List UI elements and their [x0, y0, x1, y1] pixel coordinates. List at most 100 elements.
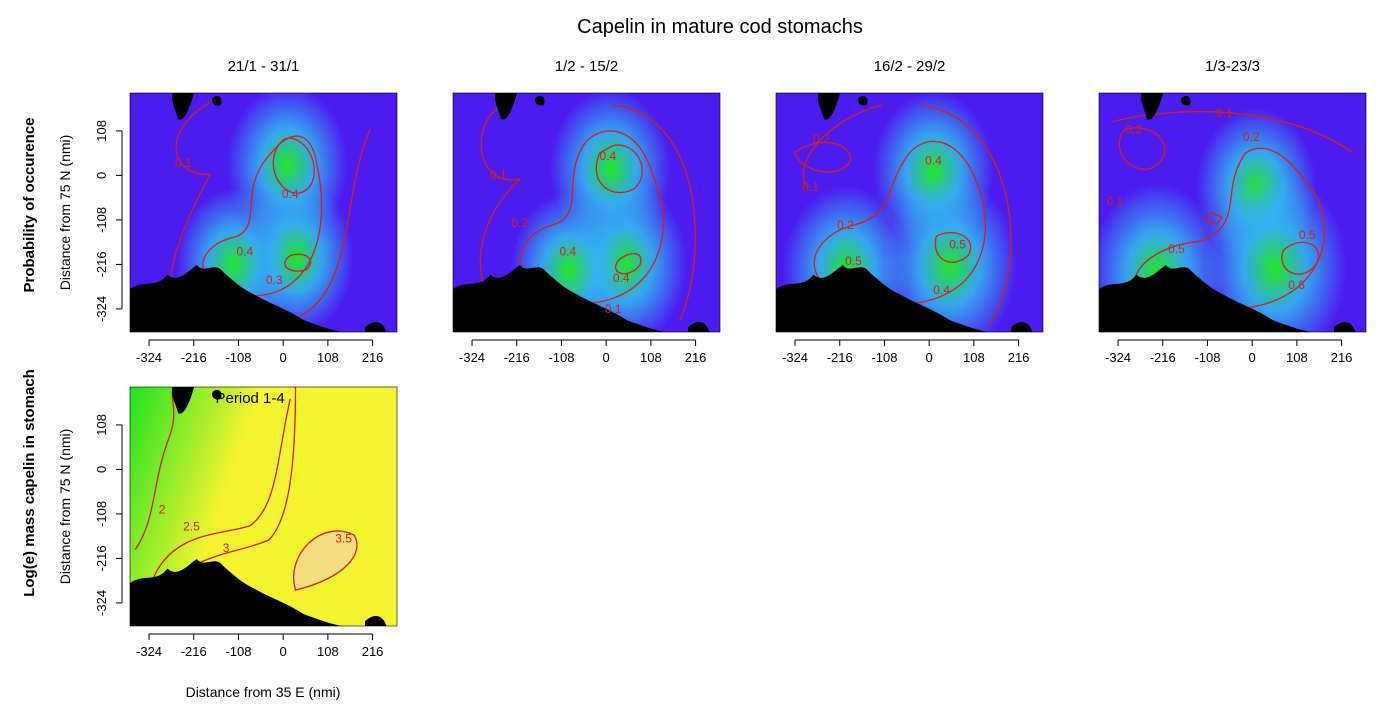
contour-line: [1204, 211, 1223, 226]
land-mass: [1099, 265, 1313, 332]
contour-line: [595, 144, 643, 194]
x-tick-label: -216: [827, 350, 853, 365]
contour-label: 0.2: [837, 218, 854, 232]
x-tick-label: 216: [1331, 350, 1353, 365]
contour-label: 2.5: [183, 519, 200, 533]
x-tick-label: 216: [362, 644, 384, 659]
contour-line: [802, 104, 883, 189]
panel-title: 1/3-23/3: [1205, 58, 1260, 75]
contour-label: 0.1: [802, 180, 819, 194]
contour-label: 0.2: [1243, 130, 1260, 144]
x-tick-label: 216: [362, 350, 384, 365]
contour-label: 0.2: [813, 132, 830, 146]
contour-label: 0.2: [1125, 123, 1142, 137]
x-tick-label: 0: [603, 350, 610, 365]
contour-line: [922, 104, 1012, 326]
land-mass: [535, 95, 545, 106]
land-mass: [776, 265, 990, 332]
land-mass: [1334, 322, 1356, 332]
x-tick-label: 0: [280, 350, 287, 365]
y-axis-label: Distance from 75 N (nmi): [57, 135, 73, 291]
land-mass: [365, 616, 387, 626]
panel-title: 21/1 - 31/1: [228, 58, 300, 75]
heat-hotspot: [1203, 172, 1347, 332]
land-mass: [130, 559, 344, 626]
x-tick-label: -324: [136, 350, 162, 365]
contour-line: [479, 104, 522, 309]
contour-label: 0.4: [600, 149, 617, 163]
y-tick-label: -216: [94, 545, 109, 571]
x-tick-label: 108: [640, 350, 662, 365]
contour-line: [793, 141, 852, 173]
land-mass: [1140, 93, 1164, 120]
land-mass: [1011, 322, 1033, 332]
x-tick-label: -324: [459, 350, 485, 365]
contour-line: [150, 398, 291, 584]
contour-line: [276, 128, 371, 326]
land-mass: [688, 322, 710, 332]
contour-label: 0.4: [925, 154, 942, 168]
x-tick-label: 0: [926, 350, 933, 365]
y-tick-label: 108: [94, 120, 109, 142]
x-tick-label: 216: [1008, 350, 1030, 365]
contour-label: 0.1: [1107, 194, 1124, 208]
x-tick-label: -216: [504, 350, 530, 365]
contour-line: [934, 232, 972, 263]
land-mass: [453, 265, 667, 332]
heat-hotspot: [882, 176, 1017, 332]
land-mass: [1181, 95, 1191, 106]
row-label-probability: Probability of occurence: [21, 117, 38, 292]
panel-frame: [1098, 92, 1367, 333]
contour-label: 3: [223, 541, 230, 555]
contour-label: 0.1: [175, 156, 192, 170]
y-tick-label: 0: [94, 466, 109, 473]
y-tick-label: 0: [94, 172, 109, 179]
x-tick-label: 216: [685, 350, 707, 365]
land-mass: [212, 389, 222, 400]
contour-line: [613, 104, 696, 321]
x-tick-label: -216: [181, 644, 207, 659]
panel-2: 0.1 0.2 0.4 0.4 0.4 0.1 1/2 - 15/2 -324 -216 -108…: [452, 58, 721, 365]
panel-field: [1099, 93, 1366, 332]
x-tick-label: 108: [1286, 350, 1308, 365]
contour-label: 0.6: [1288, 278, 1305, 292]
panel-field: [130, 93, 397, 332]
panel-3: 0.2 0.1 0.4 0.2 0.5 0.5 0.4 16/2 - 29/2 -324 -216…: [775, 58, 1044, 365]
land-mass: [172, 387, 195, 414]
x-tick-label: -324: [1105, 350, 1131, 365]
x-tick-label: 0: [280, 644, 287, 659]
panel-5: 2 2.5 3 3.5 Period 1-4 -324 -216 -108 0 108 216 108…: [57, 386, 398, 659]
y-axis-label: Distance from 75 N (nmi): [57, 429, 73, 585]
panel-field: [130, 387, 397, 626]
contour-label: 0.1: [490, 168, 507, 182]
x-tick-label: -324: [136, 644, 162, 659]
x-tick-label: -108: [225, 350, 251, 365]
figure-title: Capelin in mature cod stomachs: [577, 16, 863, 38]
y-tick-label: -324: [94, 590, 109, 616]
panel-frame: [129, 386, 398, 627]
y-tick-label: -108: [94, 207, 109, 233]
x-tick-label: 0: [1249, 350, 1256, 365]
y-tick-label: -216: [94, 251, 109, 277]
x-tick-label: -216: [1150, 350, 1176, 365]
contour-label: 0.4: [933, 283, 950, 297]
contour-label: 0.1: [1216, 106, 1233, 120]
contour-label: 0.5: [845, 254, 862, 268]
x-tick-label: 108: [317, 350, 339, 365]
x-tick-label: -216: [181, 350, 207, 365]
contour-label: 0.5: [1168, 242, 1185, 256]
y-tick-label: -108: [94, 501, 109, 527]
x-tick-label: -108: [1194, 350, 1220, 365]
panel-4: 0.1 0.2 0.2 0.1 0.5 0.5 0.6 1/3-23/3 -324 -216 -10…: [1098, 58, 1367, 365]
panel-frame: [775, 92, 1044, 333]
x-axis-label: Distance from 35 E (nmi): [186, 684, 341, 700]
x-tick-label: -324: [782, 350, 808, 365]
panel-annotation: Period 1-4: [216, 390, 285, 407]
contour-line: [1281, 241, 1320, 275]
contour-line: [615, 253, 642, 275]
y-tick-label: 108: [94, 414, 109, 436]
contour-line: [1112, 110, 1354, 154]
contour-line: [134, 387, 175, 550]
panel-frame: [452, 92, 721, 333]
